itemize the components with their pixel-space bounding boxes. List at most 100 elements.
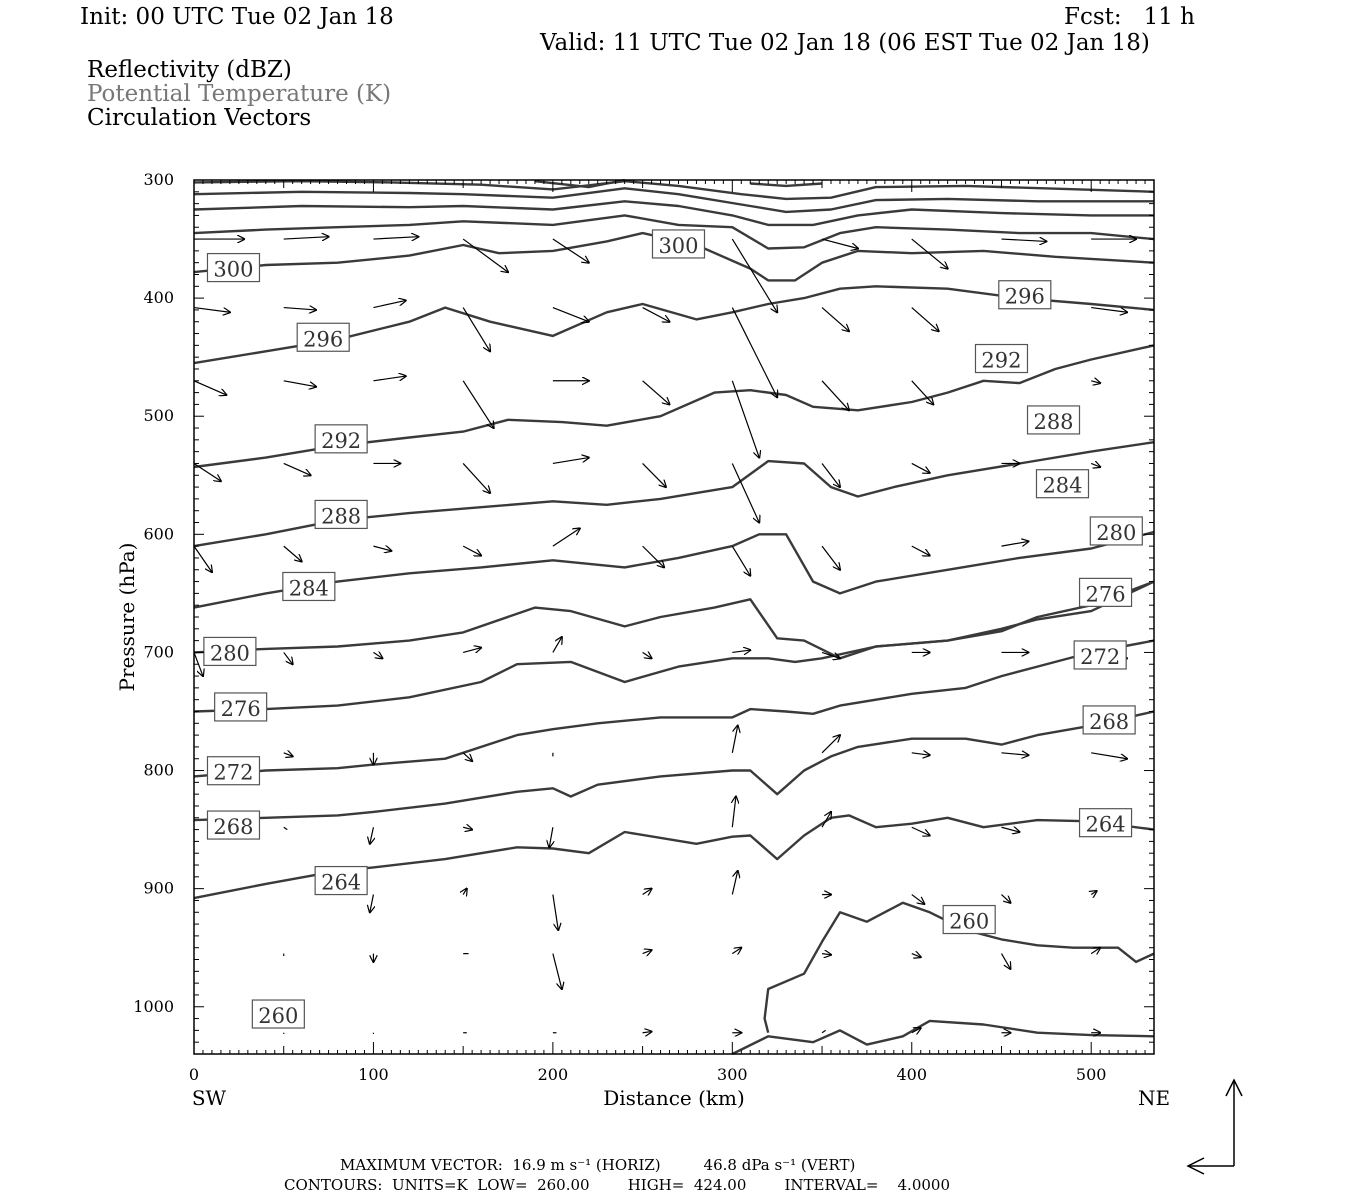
circulation-vector xyxy=(642,463,666,487)
circulation-vector xyxy=(463,827,472,829)
circulation-vector xyxy=(731,463,759,522)
y-tick-label: 800 xyxy=(143,761,174,780)
circulation-vector xyxy=(193,380,226,395)
circulation-vector xyxy=(283,308,316,310)
circulation-vector xyxy=(373,652,382,658)
x-tick-label: 300 xyxy=(717,1065,748,1084)
svg-text:288: 288 xyxy=(1033,410,1073,434)
legend-circulation-vectors: Circulation Vectors xyxy=(87,105,312,131)
x-tick-label: 500 xyxy=(1076,1065,1107,1084)
circulation-vector xyxy=(642,307,670,322)
circulation-vector xyxy=(552,528,580,547)
circulation-vector xyxy=(283,545,302,561)
circulation-vector xyxy=(821,380,849,411)
svg-text:272: 272 xyxy=(213,761,253,785)
circulation-vector xyxy=(1000,953,1010,969)
svg-text:296: 296 xyxy=(1005,285,1045,309)
circulation-vector xyxy=(1001,827,1019,832)
circulation-vector xyxy=(642,1032,652,1033)
circulation-vector xyxy=(911,826,930,835)
circulation-vector xyxy=(911,238,948,269)
contour-label: 268 xyxy=(1082,705,1136,735)
y-tick-label: 900 xyxy=(143,879,174,898)
svg-text:300: 300 xyxy=(658,234,698,258)
svg-text:276: 276 xyxy=(1086,582,1126,606)
svg-text:292: 292 xyxy=(981,349,1021,373)
contour-info-note: CONTOURS: UNITS=K LOW= 260.00 HIGH= 424.… xyxy=(284,1176,950,1194)
contour-label: 284 xyxy=(282,571,336,602)
reference-vector xyxy=(1186,1078,1243,1175)
theta-contour-304 xyxy=(193,214,1155,250)
circulation-vector xyxy=(821,545,840,570)
svg-text:296: 296 xyxy=(303,327,343,351)
circulation-vector xyxy=(731,380,759,458)
y-tick-label: 300 xyxy=(143,170,174,189)
circulation-vector xyxy=(731,726,737,753)
circulation-vector xyxy=(373,237,418,239)
theta-contour-292 xyxy=(193,344,1155,469)
x-tick-label: 100 xyxy=(358,1065,389,1084)
contour-label: 276 xyxy=(1078,577,1133,607)
circulation-vector xyxy=(731,871,737,895)
circulation-vector xyxy=(373,376,405,382)
contour-label: 288 xyxy=(1026,405,1081,435)
forecast-hour: Fcst: 11 h xyxy=(1064,4,1195,30)
circulation-vector xyxy=(462,238,508,272)
circulation-vector xyxy=(463,648,481,653)
contour-label: 284 xyxy=(1035,469,1090,499)
theta-contour-288 xyxy=(193,441,1155,548)
svg-text:268: 268 xyxy=(213,815,253,839)
circulation-vector xyxy=(370,894,374,913)
contour-label: 300 xyxy=(651,229,706,259)
circulation-vector xyxy=(1001,753,1028,755)
max-vector-note: MAXIMUM VECTOR: 16.9 m s⁻¹ (HORIZ) 46.8 … xyxy=(340,1156,856,1174)
circulation-vector xyxy=(911,545,930,555)
circulation-vector xyxy=(1001,894,1010,903)
svg-text:292: 292 xyxy=(321,429,361,453)
circulation-vector xyxy=(642,950,652,954)
contour-label: 260 xyxy=(251,999,305,1029)
svg-text:272: 272 xyxy=(1080,645,1120,669)
circulation-vector xyxy=(821,307,849,332)
x-tick-label: 400 xyxy=(896,1065,927,1084)
contour-label: 260 xyxy=(942,904,996,935)
circulation-vector xyxy=(642,545,665,567)
circulation-vector xyxy=(462,545,481,555)
circulation-vector xyxy=(821,238,858,248)
y-tick-label: 400 xyxy=(143,288,174,307)
circulation-vector xyxy=(283,826,288,831)
theta-contour-312 xyxy=(193,187,1154,214)
circulation-vector xyxy=(1001,541,1028,547)
contour-label: 292 xyxy=(974,343,1029,374)
contour-label: 268 xyxy=(206,810,261,840)
circulation-vector xyxy=(911,894,925,904)
circulation-vector xyxy=(373,300,405,309)
contour-label: 292 xyxy=(314,424,368,454)
contour-label: 280 xyxy=(1089,516,1143,546)
svg-text:280: 280 xyxy=(210,641,250,665)
svg-text:264: 264 xyxy=(321,871,361,895)
circulation-vector xyxy=(1090,948,1100,954)
y-tick-label: 500 xyxy=(143,406,174,425)
contour-label: 272 xyxy=(206,756,261,786)
circulation-vector xyxy=(552,953,562,989)
svg-text:284: 284 xyxy=(1042,474,1082,498)
y-tick-label: 700 xyxy=(143,642,174,661)
contour-label: 296 xyxy=(296,322,350,352)
contour-label: 300 xyxy=(206,252,261,283)
x-tick-label: 0 xyxy=(189,1065,199,1084)
y-axis-title: Pressure (hPa) xyxy=(115,543,139,692)
svg-text:260: 260 xyxy=(258,1004,298,1028)
circulation-vector xyxy=(549,827,553,847)
contour-label: 264 xyxy=(1078,808,1133,838)
contour-label: 288 xyxy=(314,499,368,530)
x-axis-title: Distance (km) xyxy=(603,1086,745,1110)
contour-label: 264 xyxy=(314,865,368,896)
circulation-vector xyxy=(821,463,840,487)
circulation-vector xyxy=(552,894,558,930)
contour-label: 280 xyxy=(203,636,257,667)
theta-contour-296 xyxy=(193,285,1155,365)
circulation-vector xyxy=(821,651,840,658)
contour-label: 272 xyxy=(1073,640,1127,670)
